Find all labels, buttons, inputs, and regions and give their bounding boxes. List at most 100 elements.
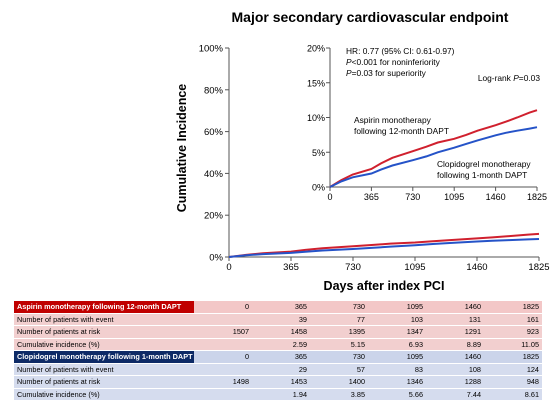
inset-x-tick-label: 1825	[527, 192, 547, 202]
main-plot: 0% 20% 40% 60% 80% 100% 0 365 730 1095 1460 1825	[199, 44, 550, 274]
inset-plot: 0% 5% 10% 15% 20% 0 365 730 1095 1460 1825	[307, 44, 547, 203]
risk-value-cell: 8.89	[426, 338, 484, 351]
risk-value-cell: 57	[310, 363, 368, 376]
risk-value-cell: 83	[368, 363, 426, 376]
inset-clopidogrel-label-1: Clopidogrel monotherapy	[437, 159, 531, 169]
x-axis-title: Days after index PCI	[324, 279, 445, 293]
inset-x-tick-label: 1095	[444, 192, 464, 202]
inset-clopidogrel-label-2: following 1-month DAPT	[437, 170, 527, 180]
risk-group-header: Clopidogrel monotherapy following 1-mont…	[14, 350, 542, 364]
risk-value-cell: 8.61	[484, 388, 542, 401]
risk-row-label: Cumulative incidence (%)	[14, 388, 194, 401]
risk-day-cell: 0	[194, 350, 252, 364]
main-x-tick-label: 730	[345, 262, 361, 273]
inset-noninferiority-text: P<0.001 for noninferiority	[346, 57, 441, 67]
risk-value-cell: 1288	[426, 375, 484, 389]
risk-row: Number of patients at risk 1507 1458 1395 13…	[14, 325, 542, 339]
inset-y-tick-label: 15%	[307, 78, 325, 88]
risk-value-cell: 1347	[368, 325, 426, 339]
risk-value-cell: 1458	[252, 325, 310, 339]
inset-x-tick-label: 0	[327, 192, 332, 202]
risk-day-cell: 1825	[484, 301, 542, 314]
risk-day-cell: 1460	[426, 350, 484, 364]
inset-y-tick-label: 10%	[307, 113, 325, 123]
risk-value-cell: 77	[310, 313, 368, 326]
risk-row: Cumulative incidence (%) 2.59 5.15 6.93 8.89…	[14, 338, 542, 351]
risk-value-cell: 923	[484, 325, 542, 339]
inset-logrank-text: Log-rank P=0.03	[478, 73, 541, 83]
risk-value-cell: 5.15	[310, 338, 368, 351]
risk-row-label: Cumulative incidence (%)	[14, 338, 194, 351]
risk-row: Number of patients with event 29 57 83 108 12…	[14, 363, 542, 376]
risk-day-cell: 365	[252, 350, 310, 364]
inset-superiority-text: P=0.03 for superiority	[346, 68, 427, 78]
inset-y-tick-label: 20%	[307, 44, 325, 54]
risk-value-cell: 1400	[310, 375, 368, 389]
main-x-tick-label: 1460	[466, 262, 487, 273]
km-chart: Major secondary cardiovascular endpoint …	[175, 9, 550, 293]
risk-value-cell	[194, 338, 252, 351]
main-x-tick-label: 1825	[528, 262, 549, 273]
risk-value-cell: 2.59	[252, 338, 310, 351]
risk-value-cell: 39	[252, 313, 310, 326]
inset-x-tick-label: 730	[405, 192, 420, 202]
risk-group-label: Clopidogrel monotherapy following 1-mont…	[14, 350, 194, 364]
risk-day-cell: 1825	[484, 350, 542, 364]
risk-value-cell	[194, 313, 252, 326]
risk-value-cell: 1507	[194, 325, 252, 339]
risk-value-cell: 3.85	[310, 388, 368, 401]
risk-value-cell: 1.94	[252, 388, 310, 401]
inset-aspirin-label-1: Aspirin monotherapy	[354, 115, 432, 125]
risk-day-cell: 730	[310, 350, 368, 364]
risk-value-cell: 1346	[368, 375, 426, 389]
risk-value-cell: 7.44	[426, 388, 484, 401]
risk-value-cell: 5.66	[368, 388, 426, 401]
inset-annotations: HR: 0.77 (95% CI: 0.61-0.97) P<0.001 for…	[346, 46, 540, 180]
risk-day-cell: 0	[194, 301, 252, 314]
main-aspirin-line	[228, 232, 540, 258]
inset-y-tick-label: 5%	[312, 148, 325, 158]
risk-value-cell: 29	[252, 363, 310, 376]
main-clopidogrel-line	[228, 238, 540, 258]
risk-row-label: Number of patients at risk	[14, 375, 194, 389]
risk-value-cell: 948	[484, 375, 542, 389]
inset-aspirin-label-2: following 12-month DAPT	[354, 126, 449, 136]
risk-row-label: Number of patients with event	[14, 363, 194, 376]
risk-value-cell: 1291	[426, 325, 484, 339]
inset-x-tick-label: 365	[364, 192, 379, 202]
risk-value-cell: 131	[426, 313, 484, 326]
inset-clopidogrel-line	[329, 126, 538, 188]
risk-day-cell: 1095	[368, 350, 426, 364]
risk-row-label: Number of patients at risk	[14, 325, 194, 339]
main-y-tick-label: 40%	[204, 169, 224, 180]
risk-group-header: Aspirin monotherapy following 12-month D…	[14, 301, 542, 314]
risk-value-cell: 108	[426, 363, 484, 376]
risk-row: Number of patients with event 39 77 103 131 1…	[14, 313, 542, 326]
main-y-tick-label: 100%	[199, 44, 224, 55]
risk-value-cell: 1395	[310, 325, 368, 339]
risk-group-label: Aspirin monotherapy following 12-month D…	[14, 301, 194, 314]
inset-y-tick-label: 0%	[312, 183, 325, 193]
risk-value-cell: 1498	[194, 375, 252, 389]
risk-value-cell: 1453	[252, 375, 310, 389]
risk-value-cell: 103	[368, 313, 426, 326]
risk-value-cell: 124	[484, 363, 542, 376]
risk-row: Number of patients at risk 1498 1453 1400 13…	[14, 375, 542, 389]
inset-x-tick-label: 1460	[486, 192, 506, 202]
risk-day-cell: 730	[310, 301, 368, 314]
chart-title: Major secondary cardiovascular endpoint	[232, 9, 509, 25]
main-y-tick-label: 20%	[204, 211, 224, 222]
risk-day-cell: 365	[252, 301, 310, 314]
main-y-tick-label: 60%	[204, 127, 224, 138]
risk-day-cell: 1460	[426, 301, 484, 314]
risk-row-label: Number of patients with event	[14, 313, 194, 326]
risk-table: Aspirin monotherapy following 12-month D…	[14, 301, 542, 401]
inset-hr-text: HR: 0.77 (95% CI: 0.61-0.97)	[346, 46, 455, 56]
inset-aspirin-line	[329, 109, 538, 188]
risk-value-cell: 11.05	[484, 338, 542, 351]
risk-row: Cumulative incidence (%) 1.94 3.85 5.66 7.44…	[14, 388, 542, 401]
risk-value-cell: 6.93	[368, 338, 426, 351]
y-axis-title: Cumulative Incidence	[175, 84, 189, 213]
risk-day-cell: 1095	[368, 301, 426, 314]
main-x-tick-label: 0	[226, 262, 231, 273]
